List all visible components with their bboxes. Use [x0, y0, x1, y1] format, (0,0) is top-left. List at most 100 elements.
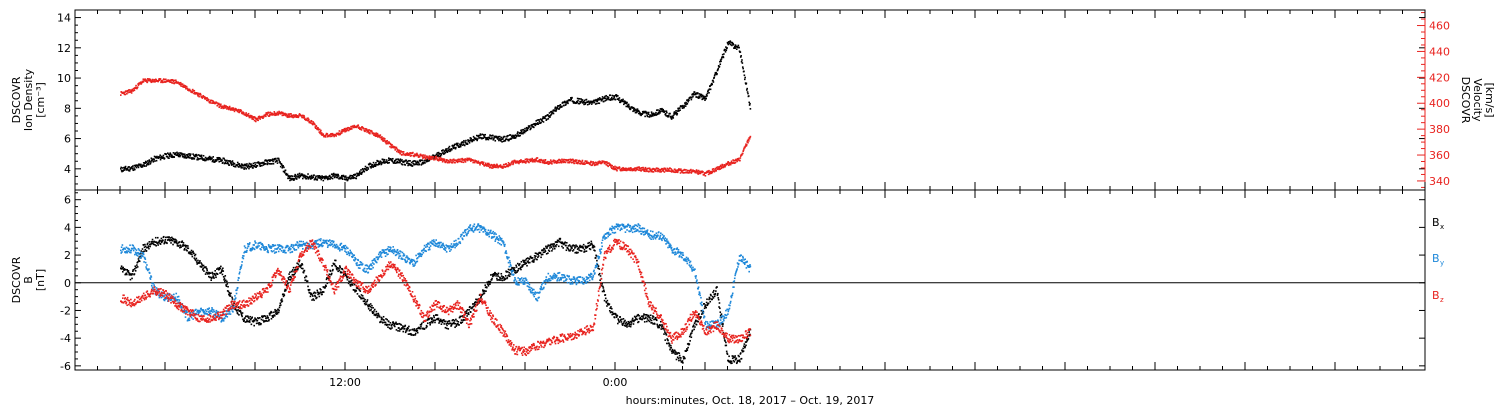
- data-point: [672, 114, 675, 116]
- data-point: [625, 102, 628, 105]
- data-point: [698, 172, 701, 175]
- data-point: [503, 139, 506, 142]
- data-point: [187, 153, 189, 156]
- data-point: [284, 169, 287, 172]
- data-point: [248, 321, 251, 323]
- data-point: [444, 149, 446, 152]
- data-point: [294, 116, 296, 118]
- data-point: [617, 322, 619, 325]
- data-point: [508, 138, 511, 141]
- data-point: [417, 162, 420, 164]
- data-point: [395, 158, 398, 161]
- data-point: [748, 137, 750, 139]
- data-point: [595, 163, 598, 166]
- data-point: [239, 110, 242, 113]
- data-point: [520, 266, 523, 268]
- data-point: [561, 242, 564, 245]
- data-point: [250, 164, 253, 167]
- data-point: [141, 164, 143, 167]
- data-point: [229, 160, 231, 162]
- data-point: [733, 162, 736, 165]
- data-point: [470, 158, 472, 160]
- data-point: [482, 161, 485, 164]
- data-point: [120, 265, 123, 268]
- data-point: [234, 107, 237, 110]
- data-point: [397, 151, 400, 154]
- data-point: [406, 153, 409, 155]
- data-point: [625, 321, 628, 324]
- data-point: [713, 74, 716, 77]
- data-point: [419, 160, 421, 163]
- data-point: [324, 176, 327, 179]
- data-point: [399, 158, 402, 161]
- data-point: [291, 114, 294, 117]
- data-point: [351, 284, 354, 286]
- data-point: [370, 131, 372, 133]
- data-point: [263, 161, 265, 164]
- data-point: [737, 158, 740, 161]
- data-point: [333, 263, 336, 265]
- data-point: [316, 128, 319, 131]
- data-point: [208, 101, 211, 104]
- data-point: [133, 164, 136, 167]
- data-point: [373, 314, 376, 316]
- data-point: [218, 106, 221, 109]
- data-point: [120, 94, 122, 96]
- data-point: [257, 119, 260, 122]
- data-point: [673, 171, 675, 173]
- data-point: [576, 159, 578, 162]
- data-point: [279, 304, 282, 306]
- data-point: [724, 51, 727, 53]
- data-point: [729, 40, 732, 42]
- data-point: [414, 332, 417, 335]
- data-point: [308, 288, 311, 291]
- data-point: [417, 327, 420, 330]
- data-point: [701, 311, 704, 314]
- data-point: [332, 133, 335, 136]
- data-point: [588, 241, 591, 244]
- data-point: [444, 326, 447, 329]
- data-point: [560, 161, 563, 164]
- data-point: [248, 167, 250, 170]
- data-point: [661, 325, 664, 327]
- data-point: [352, 289, 355, 291]
- data-point: [505, 271, 508, 273]
- data-point: [386, 323, 389, 326]
- data-point: [479, 163, 481, 166]
- data-point: [145, 165, 147, 167]
- data-point: [147, 162, 149, 165]
- data-point: [703, 96, 706, 98]
- data-point: [433, 319, 436, 322]
- data-point: [181, 155, 184, 158]
- data-point: [240, 110, 243, 112]
- data-point: [598, 160, 601, 163]
- data-point: [638, 110, 640, 113]
- data-point: [592, 244, 595, 247]
- data-point: [477, 162, 479, 164]
- data-point: [264, 114, 266, 117]
- data-point: [580, 162, 583, 164]
- data-point: [467, 157, 470, 160]
- data-point: [707, 90, 709, 93]
- data-point: [492, 166, 495, 169]
- data-point: [249, 315, 251, 318]
- data-point: [662, 108, 665, 111]
- data-point: [698, 313, 700, 315]
- data-point: [152, 241, 155, 243]
- data-point: [698, 316, 701, 318]
- data-point: [730, 160, 733, 163]
- data-point: [525, 158, 528, 160]
- data-point: [536, 123, 538, 125]
- data-point: [598, 272, 601, 275]
- data-point: [251, 118, 253, 120]
- data-point: [155, 159, 158, 162]
- data-point: [732, 161, 735, 164]
- data-point: [352, 176, 355, 178]
- data-point: [531, 159, 533, 162]
- data-point: [291, 178, 293, 181]
- data-point: [685, 169, 687, 171]
- data-point: [630, 167, 632, 170]
- data-point: [168, 239, 171, 241]
- data-point: [462, 161, 465, 164]
- data-point: [613, 316, 616, 319]
